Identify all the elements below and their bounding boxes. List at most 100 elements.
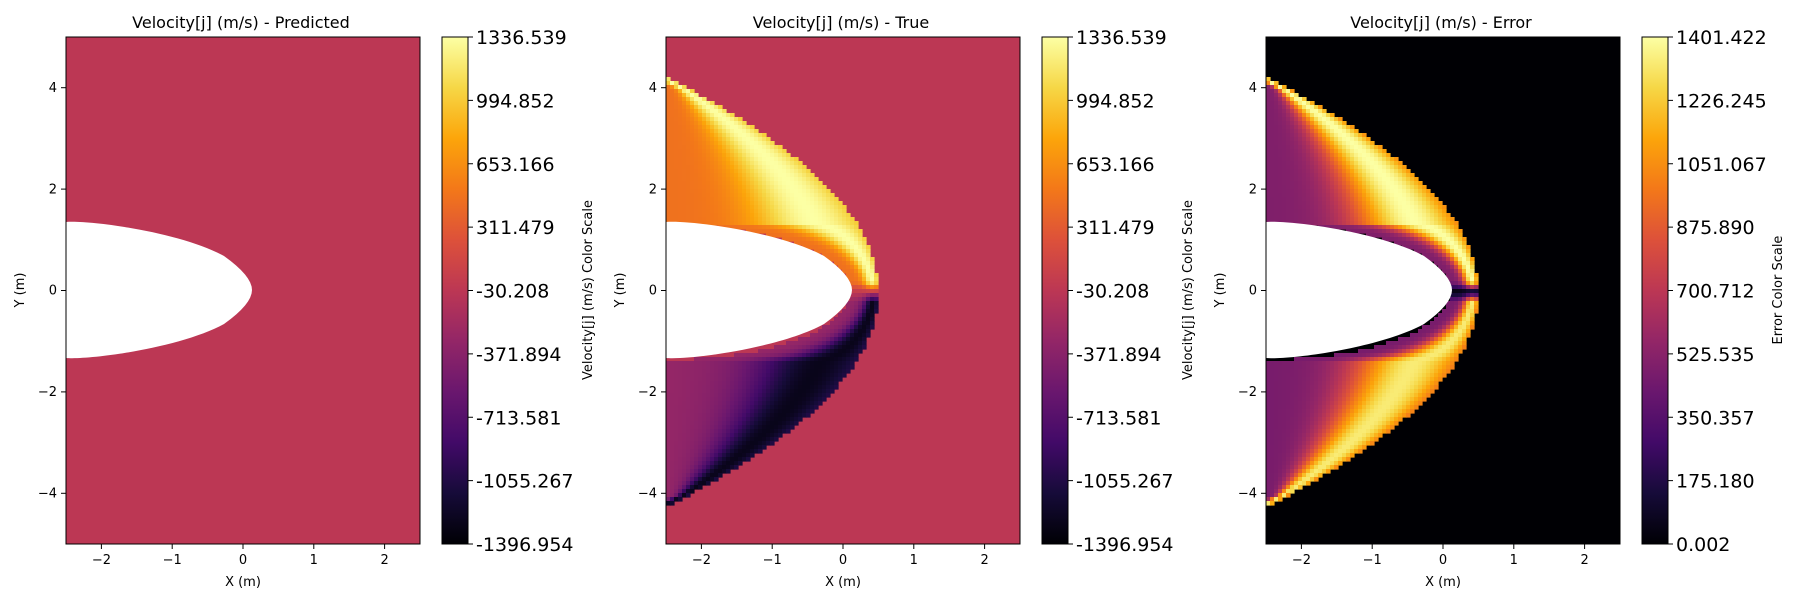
heatmap-cell — [674, 185, 679, 190]
heatmap-cell — [1334, 149, 1339, 154]
heatmap-cell — [810, 245, 815, 250]
heatmap-cell — [1298, 421, 1303, 426]
heatmap-cell — [1430, 201, 1435, 206]
heatmap-cell — [846, 253, 851, 258]
heatmap-cell — [822, 205, 827, 210]
heatmap-cell — [1302, 393, 1307, 398]
heatmap-cell — [1374, 405, 1379, 410]
heatmap-cell — [1322, 385, 1327, 390]
heatmap-cell — [1350, 141, 1355, 146]
heatmap-cell — [1314, 137, 1319, 142]
heatmap-cell — [1402, 357, 1407, 362]
heatmap-cell — [746, 177, 751, 182]
heatmap-cell — [1430, 341, 1435, 346]
heatmap-cell — [1322, 197, 1327, 202]
heatmap-cell — [806, 213, 811, 218]
heatmap-cell — [838, 353, 843, 358]
heatmap-cell — [674, 417, 679, 422]
heatmap-cell — [694, 117, 699, 122]
heatmap-cell — [678, 453, 683, 458]
heatmap-cell — [1294, 101, 1299, 106]
heatmap-cell — [850, 297, 855, 302]
heatmap-cell — [1418, 361, 1423, 366]
heatmap-cell — [1278, 133, 1283, 138]
heatmap-cell — [690, 145, 695, 150]
heatmap-cell — [826, 385, 831, 390]
heatmap-cell — [814, 389, 819, 394]
heatmap-cell — [714, 381, 719, 386]
heatmap-cell — [706, 481, 711, 486]
heatmap-cell — [1266, 89, 1271, 94]
heatmap-cell — [698, 453, 703, 458]
heatmap-cell — [798, 373, 803, 378]
heatmap-cell — [854, 341, 859, 346]
heatmap-cell — [1310, 377, 1315, 382]
heatmap-cell — [1382, 197, 1387, 202]
heatmap-cell — [870, 285, 875, 290]
heatmap-cell — [830, 373, 835, 378]
heatmap-cell — [1334, 185, 1339, 190]
heatmap-cell — [1282, 393, 1287, 398]
heatmap-cell — [786, 185, 791, 190]
heatmap-cell — [794, 213, 799, 218]
heatmap-cell — [1418, 389, 1423, 394]
heatmap-cell — [666, 413, 671, 418]
heatmap-cell — [1306, 441, 1311, 446]
heatmap-cell — [1450, 233, 1455, 238]
heatmap-cell — [1442, 321, 1447, 326]
heatmap-cell — [1362, 405, 1367, 410]
heatmap-cell — [1290, 405, 1295, 410]
heatmap-cell — [694, 141, 699, 146]
heatmap-cell — [706, 417, 711, 422]
heatmap-cell — [814, 393, 819, 398]
heatmap-cell — [742, 361, 747, 366]
heatmap-cell — [1430, 193, 1435, 198]
heatmap-cell — [1370, 421, 1375, 426]
heatmap-cell — [702, 185, 707, 190]
heatmap-cell — [822, 329, 827, 334]
heatmap-cell — [786, 417, 791, 422]
heatmap-cell — [670, 481, 675, 486]
heatmap-cell — [1406, 369, 1411, 374]
heatmap-cell — [850, 289, 855, 294]
heatmap-cell — [1298, 385, 1303, 390]
heatmap-cell — [706, 401, 711, 406]
heatmap-cell — [1450, 261, 1455, 266]
heatmap-cell — [686, 193, 691, 198]
heatmap-cell — [1422, 225, 1427, 230]
heatmap-cell — [694, 217, 699, 222]
heatmap-cell — [1278, 429, 1283, 434]
heatmap-cell — [702, 357, 707, 362]
heatmap-cell — [1270, 397, 1275, 402]
body-mask — [66, 221, 252, 359]
heatmap-cell — [1290, 433, 1295, 438]
heatmap-cell — [674, 429, 679, 434]
heatmap-cell — [858, 333, 863, 338]
heatmap-cell — [690, 429, 695, 434]
heatmap-cell — [758, 409, 763, 414]
heatmap-cell — [1338, 417, 1343, 422]
heatmap-cell — [802, 409, 807, 414]
heatmap-cell — [838, 257, 843, 262]
heatmap-cell — [850, 257, 855, 262]
heatmap-cell — [702, 165, 707, 170]
heatmap-cell — [1414, 341, 1419, 346]
heatmap-cell — [1362, 369, 1367, 374]
heatmap-cell — [770, 189, 775, 194]
heatmap-cell — [1294, 389, 1299, 394]
heatmap-cell — [1326, 141, 1331, 146]
heatmap-cell — [686, 373, 691, 378]
heatmap-cell — [1290, 217, 1295, 222]
heatmap-cell — [1458, 349, 1463, 354]
heatmap-cell — [1438, 357, 1443, 362]
heatmap-cell — [1266, 137, 1271, 142]
heatmap-cell — [1314, 161, 1319, 166]
heatmap-cell — [1270, 185, 1275, 190]
heatmap-cell — [678, 397, 683, 402]
heatmap-cell — [1338, 221, 1343, 226]
heatmap-cell — [802, 213, 807, 218]
heatmap-cell — [1350, 425, 1355, 430]
heatmap-cell — [694, 137, 699, 142]
heatmap-cell — [854, 229, 859, 234]
heatmap-cell — [1394, 213, 1399, 218]
